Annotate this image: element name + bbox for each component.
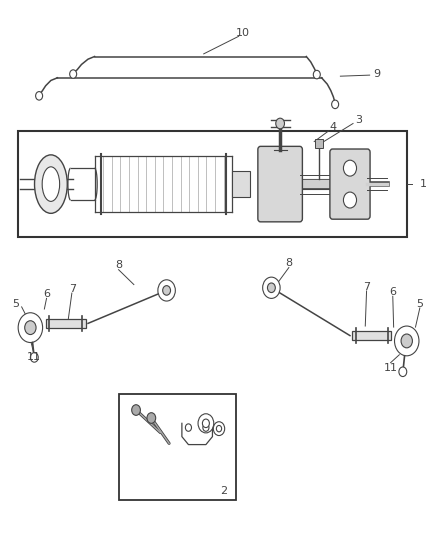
- Circle shape: [216, 425, 222, 432]
- Text: 1: 1: [420, 179, 427, 189]
- Circle shape: [35, 92, 42, 100]
- Circle shape: [203, 424, 209, 431]
- Bar: [352, 331, 392, 341]
- Circle shape: [268, 283, 276, 293]
- Bar: [119, 394, 237, 500]
- Text: 8: 8: [115, 261, 122, 270]
- Circle shape: [399, 367, 407, 376]
- Text: 11: 11: [384, 362, 398, 373]
- Ellipse shape: [42, 167, 60, 201]
- Circle shape: [395, 326, 419, 356]
- Circle shape: [30, 353, 38, 362]
- Circle shape: [147, 413, 155, 423]
- Bar: [18, 131, 407, 237]
- Bar: [46, 319, 86, 328]
- FancyBboxPatch shape: [258, 147, 302, 222]
- Text: 3: 3: [355, 115, 362, 125]
- Text: 6: 6: [389, 287, 396, 297]
- Bar: [232, 171, 250, 197]
- Circle shape: [185, 424, 191, 431]
- FancyBboxPatch shape: [330, 149, 370, 219]
- Circle shape: [132, 405, 141, 415]
- Text: 8: 8: [285, 259, 293, 268]
- Circle shape: [198, 414, 214, 433]
- Text: 7: 7: [363, 282, 370, 292]
- Circle shape: [401, 334, 413, 348]
- Text: 2: 2: [220, 486, 227, 496]
- Circle shape: [263, 277, 280, 298]
- Circle shape: [25, 321, 36, 335]
- Ellipse shape: [35, 155, 67, 213]
- Text: 6: 6: [43, 289, 50, 299]
- Circle shape: [343, 160, 357, 176]
- Circle shape: [70, 70, 77, 78]
- Text: 10: 10: [236, 28, 250, 38]
- Text: 4: 4: [330, 122, 337, 132]
- Text: 11: 11: [26, 352, 40, 362]
- Circle shape: [158, 280, 175, 301]
- Circle shape: [18, 313, 42, 343]
- Circle shape: [343, 192, 357, 208]
- Circle shape: [313, 70, 320, 79]
- Text: 9: 9: [374, 69, 381, 79]
- Circle shape: [213, 422, 225, 435]
- Circle shape: [202, 419, 209, 427]
- Text: 5: 5: [417, 298, 424, 309]
- Bar: [315, 140, 323, 148]
- Circle shape: [276, 118, 285, 129]
- Circle shape: [162, 286, 170, 295]
- Circle shape: [332, 100, 339, 109]
- Text: 5: 5: [12, 298, 19, 309]
- Text: 7: 7: [69, 284, 76, 294]
